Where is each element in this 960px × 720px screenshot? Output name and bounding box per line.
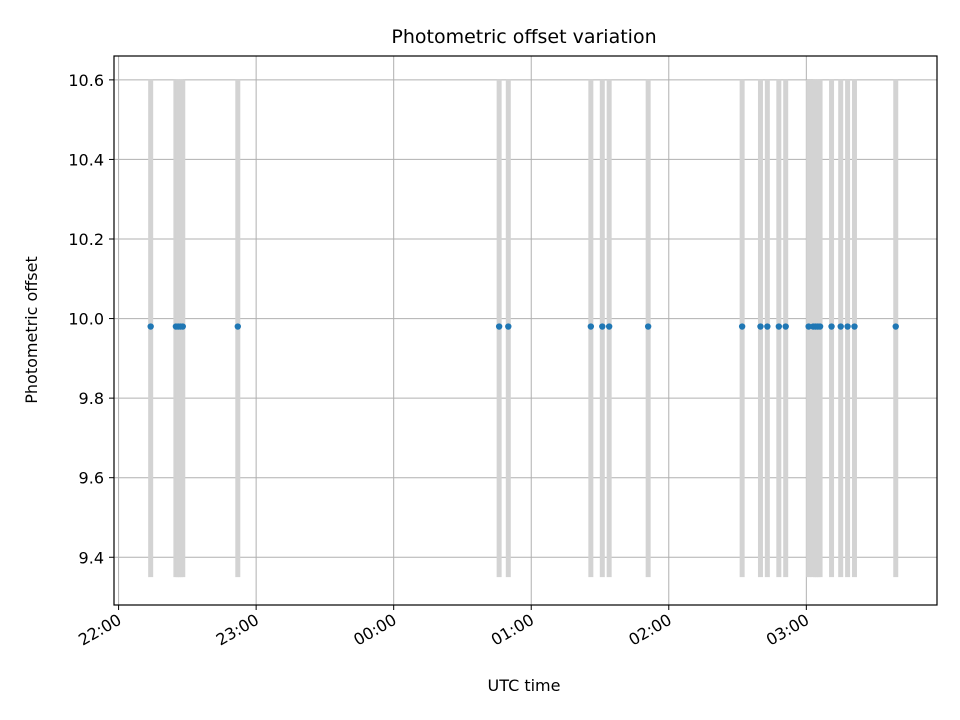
x-axis-ticks: 22:00 23:00 00:00 01:00 02:00 03:00 bbox=[75, 605, 812, 650]
data-point bbox=[892, 323, 899, 330]
data-point bbox=[844, 323, 851, 330]
y-tick-label: 10.0 bbox=[68, 310, 104, 329]
data-point bbox=[782, 323, 789, 330]
data-point bbox=[738, 323, 746, 330]
y-axis-ticks: 9.4 9.6 9.8 10.0 10.2 10.4 10.6 bbox=[68, 71, 114, 567]
data-point bbox=[764, 323, 771, 330]
x-tick-label: 01:00 bbox=[488, 610, 537, 650]
data-point bbox=[816, 323, 824, 330]
data-points bbox=[147, 323, 899, 330]
x-tick-label: 23:00 bbox=[213, 610, 262, 650]
data-point bbox=[644, 323, 652, 330]
y-tick-label: 9.4 bbox=[79, 548, 104, 567]
y-tick-label: 9.8 bbox=[79, 389, 104, 408]
data-point bbox=[599, 323, 606, 330]
data-point bbox=[805, 323, 812, 330]
y-tick-label: 10.6 bbox=[68, 71, 104, 90]
data-point bbox=[851, 323, 858, 330]
data-point bbox=[828, 323, 835, 330]
x-tick-label: 00:00 bbox=[350, 610, 399, 650]
x-tick-label: 02:00 bbox=[625, 610, 674, 650]
data-point bbox=[495, 323, 503, 330]
x-tick-label: 22:00 bbox=[75, 610, 124, 650]
data-point bbox=[179, 323, 186, 330]
data-point bbox=[587, 323, 595, 330]
y-axis-label: Photometric offset bbox=[22, 256, 41, 404]
y-tick-label: 10.4 bbox=[68, 150, 104, 169]
x-tick-label: 03:00 bbox=[763, 610, 812, 650]
x-axis-label: UTC time bbox=[488, 676, 561, 695]
y-tick-label: 10.2 bbox=[68, 230, 104, 249]
plot-frame bbox=[113, 55, 938, 606]
data-point bbox=[147, 323, 154, 330]
data-point bbox=[775, 323, 783, 330]
chart-title: Photometric offset variation bbox=[391, 26, 656, 48]
data-point bbox=[837, 323, 844, 330]
y-tick-label: 9.6 bbox=[79, 469, 104, 488]
data-point bbox=[757, 323, 764, 330]
data-point bbox=[505, 323, 512, 330]
data-point bbox=[234, 323, 241, 330]
data-point bbox=[605, 323, 613, 330]
